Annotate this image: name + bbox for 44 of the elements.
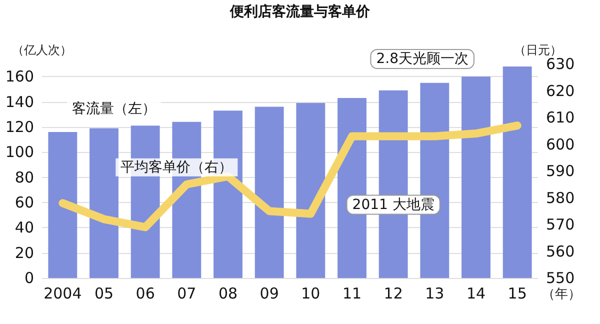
chart-title: 便利店客流量与客单价 [229, 3, 371, 20]
y-tick-label: 40 [14, 218, 34, 237]
series-label: 平均客单价（右） [120, 159, 233, 176]
y2-tick-label: 590 [546, 162, 575, 180]
x-tick-label: 11 [342, 284, 362, 302]
y2-axis-title: （日元） [514, 43, 562, 57]
x-tick-label: 09 [260, 284, 279, 302]
x-tick-label: 10 [301, 284, 320, 302]
x-tick-label: 2004 [44, 284, 82, 302]
annotation: 2011 大地震 [352, 196, 434, 213]
bar [48, 132, 78, 278]
x-tick-label: 07 [177, 284, 196, 302]
y-tick-label: 80 [14, 168, 34, 186]
x-tick-label: 06 [136, 284, 155, 302]
y-tick-label: 120 [5, 118, 34, 136]
y-tick-label: 160 [5, 68, 34, 86]
y-tick-label: 60 [14, 193, 34, 212]
y-tick-label: 100 [5, 143, 34, 162]
y-tick-label: 140 [5, 92, 34, 111]
y-tick-label: 20 [14, 244, 34, 262]
bar [90, 128, 118, 278]
x-tick-label: 08 [218, 284, 238, 302]
series-label: 客流量（左） [72, 101, 156, 118]
x-tick-label: 13 [425, 284, 444, 302]
y-axis-title: （亿人次） [12, 43, 72, 57]
y2-tick-label: 550 [546, 269, 575, 287]
y2-tick-label: 620 [546, 82, 575, 100]
y2-tick-label: 570 [546, 216, 575, 234]
y2-tick-label: 630 [546, 55, 575, 73]
x-tick-label: 15 [508, 284, 527, 302]
bar [296, 103, 326, 278]
bar [462, 76, 490, 278]
bar [502, 66, 532, 278]
bar [254, 106, 284, 278]
annotation: 2.8天光顾一次 [376, 51, 468, 67]
y2-tick-label: 610 [546, 108, 575, 126]
x-tick-label: 14 [466, 284, 486, 302]
y2-tick-label: 600 [546, 135, 575, 154]
y2-tick-label: 560 [546, 242, 575, 260]
y2-tick-label: 580 [546, 188, 575, 207]
x-tick-label: 05 [94, 284, 114, 302]
y-tick-label: 0 [24, 269, 34, 287]
x-axis-title: （年） [542, 287, 581, 302]
x-tick-label: 12 [384, 284, 403, 302]
